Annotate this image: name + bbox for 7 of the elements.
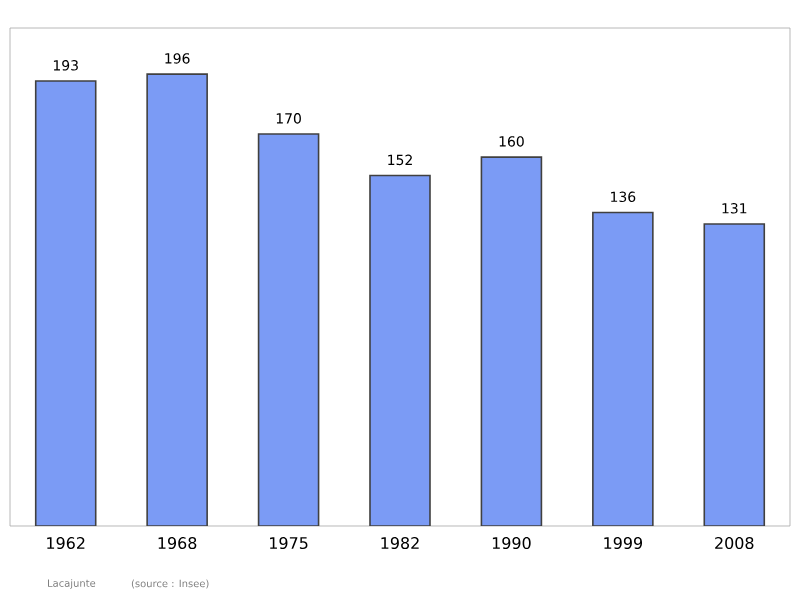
bar xyxy=(146,73,208,526)
bar xyxy=(369,174,431,526)
bar xyxy=(703,223,766,526)
bar xyxy=(257,133,320,526)
bar xyxy=(34,80,97,526)
bar xyxy=(480,156,543,526)
bar xyxy=(592,211,654,526)
